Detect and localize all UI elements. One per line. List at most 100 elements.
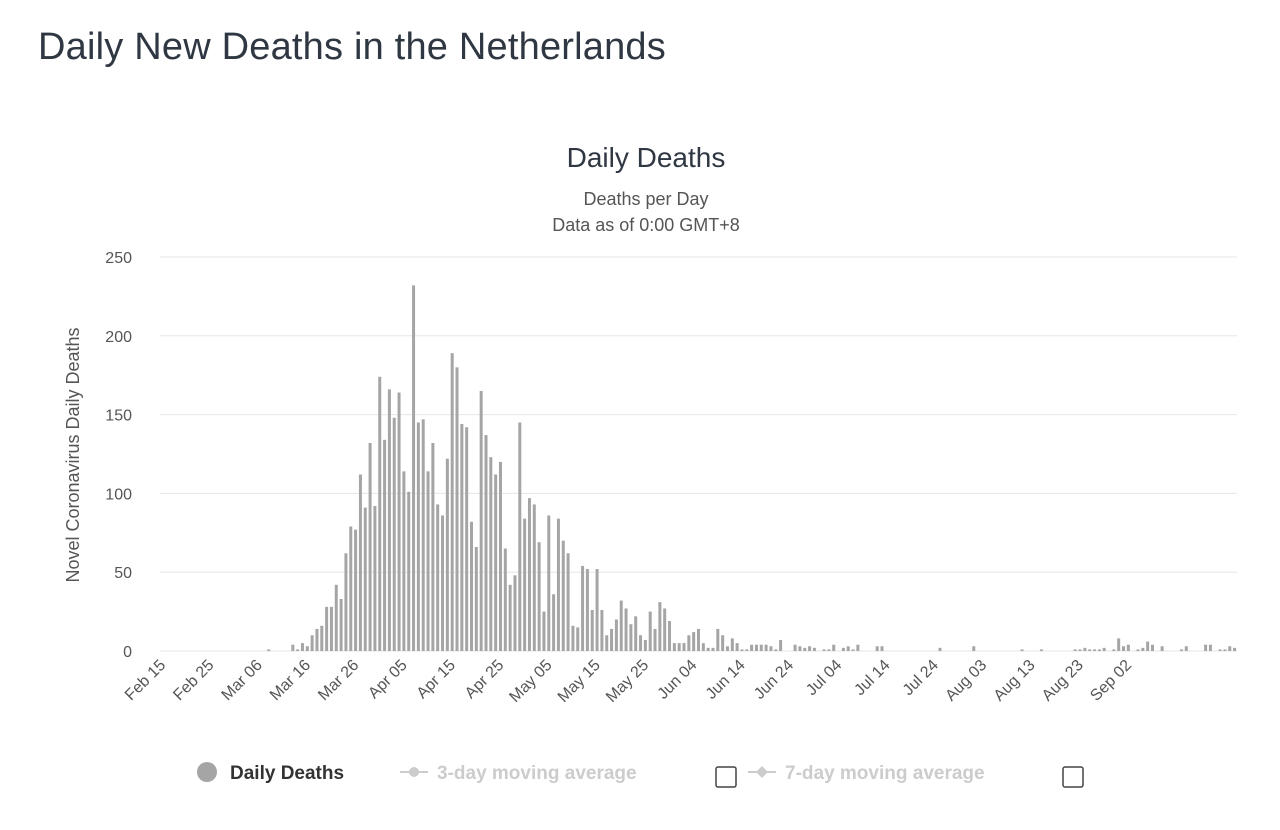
bar[interactable] (508, 584, 512, 651)
bar[interactable] (653, 628, 657, 651)
bar[interactable] (663, 608, 667, 651)
bar[interactable] (827, 649, 831, 651)
bar[interactable] (764, 644, 768, 651)
bar[interactable] (339, 598, 343, 651)
bar[interactable] (1233, 647, 1237, 651)
bar[interactable] (658, 602, 662, 651)
bar[interactable] (1208, 644, 1212, 651)
bar[interactable] (610, 628, 614, 651)
bar[interactable] (822, 649, 826, 651)
bar[interactable] (1204, 644, 1208, 651)
bar[interactable] (561, 540, 565, 651)
bar[interactable] (407, 491, 411, 651)
bar[interactable] (595, 569, 599, 651)
bar[interactable] (518, 422, 522, 651)
bar[interactable] (363, 507, 367, 651)
bar[interactable] (648, 611, 652, 651)
bar[interactable] (745, 649, 749, 651)
bar[interactable] (383, 439, 387, 651)
bar[interactable] (972, 646, 976, 651)
bar[interactable] (880, 646, 884, 651)
bar[interactable] (291, 644, 295, 651)
bar[interactable] (697, 628, 700, 651)
bar[interactable] (1112, 649, 1116, 651)
bar[interactable] (320, 625, 324, 651)
bar[interactable] (701, 643, 705, 651)
bar[interactable] (677, 643, 681, 651)
bar[interactable] (668, 621, 672, 651)
bar[interactable] (498, 461, 502, 651)
bar[interactable] (812, 647, 816, 651)
bar[interactable] (1088, 649, 1092, 651)
bar[interactable] (552, 594, 556, 651)
bar[interactable] (1083, 647, 1087, 651)
bar[interactable] (373, 506, 377, 651)
bar[interactable] (1078, 649, 1082, 651)
bar[interactable] (581, 565, 585, 651)
bar[interactable] (1160, 646, 1164, 651)
bar[interactable] (1141, 647, 1145, 651)
bar[interactable] (267, 649, 271, 651)
bar[interactable] (523, 518, 527, 651)
bar[interactable] (532, 504, 536, 651)
bar[interactable] (455, 367, 459, 651)
bar[interactable] (779, 639, 783, 651)
bar[interactable] (634, 616, 638, 651)
bar[interactable] (759, 644, 763, 651)
bar[interactable] (1136, 649, 1140, 651)
bar[interactable] (576, 627, 580, 651)
bar[interactable] (329, 606, 333, 651)
bar[interactable] (484, 435, 488, 651)
bar[interactable] (503, 548, 507, 651)
bar[interactable] (754, 644, 758, 651)
bar[interactable] (402, 471, 406, 651)
bar[interactable] (416, 422, 420, 651)
bar[interactable] (672, 643, 676, 651)
bar[interactable] (445, 458, 449, 651)
bar[interactable] (1117, 638, 1121, 651)
bar[interactable] (450, 353, 454, 651)
bar[interactable] (412, 285, 416, 651)
bar[interactable] (1097, 649, 1101, 651)
bar[interactable] (1122, 646, 1125, 651)
bar[interactable] (1146, 641, 1150, 651)
bar[interactable] (600, 610, 604, 651)
bar[interactable] (740, 649, 744, 651)
bar[interactable] (730, 638, 734, 651)
bar[interactable] (716, 628, 720, 651)
bar[interactable] (334, 584, 338, 651)
bar[interactable] (315, 628, 319, 651)
bar[interactable] (643, 639, 647, 651)
bar[interactable] (1093, 649, 1097, 651)
bar[interactable] (1073, 649, 1077, 651)
bar[interactable] (1223, 649, 1227, 651)
bar[interactable] (619, 600, 623, 651)
bar[interactable] (392, 417, 396, 651)
bar[interactable] (571, 625, 575, 651)
bar[interactable] (774, 649, 778, 651)
bar[interactable] (460, 424, 464, 651)
bar[interactable] (1179, 649, 1183, 651)
bar[interactable] (527, 498, 531, 651)
bar[interactable] (851, 649, 855, 651)
bar[interactable] (426, 471, 430, 651)
bar[interactable] (682, 643, 686, 651)
bar[interactable] (441, 515, 445, 651)
bar[interactable] (305, 646, 309, 651)
bar[interactable] (1020, 649, 1024, 651)
bar[interactable] (378, 376, 382, 651)
legend-item-7day-average[interactable]: 7-day moving average (748, 763, 985, 784)
bar[interactable] (489, 457, 493, 651)
bar[interactable] (300, 643, 304, 651)
bar[interactable] (1218, 649, 1222, 651)
bar[interactable] (639, 635, 643, 651)
bar[interactable] (436, 504, 440, 651)
bar[interactable] (624, 608, 628, 651)
bar[interactable] (798, 646, 802, 651)
bar[interactable] (725, 646, 729, 651)
bar[interactable] (735, 643, 739, 651)
bar[interactable] (1102, 647, 1106, 651)
bar[interactable] (513, 575, 517, 651)
bar[interactable] (711, 647, 715, 651)
bar[interactable] (692, 632, 696, 651)
